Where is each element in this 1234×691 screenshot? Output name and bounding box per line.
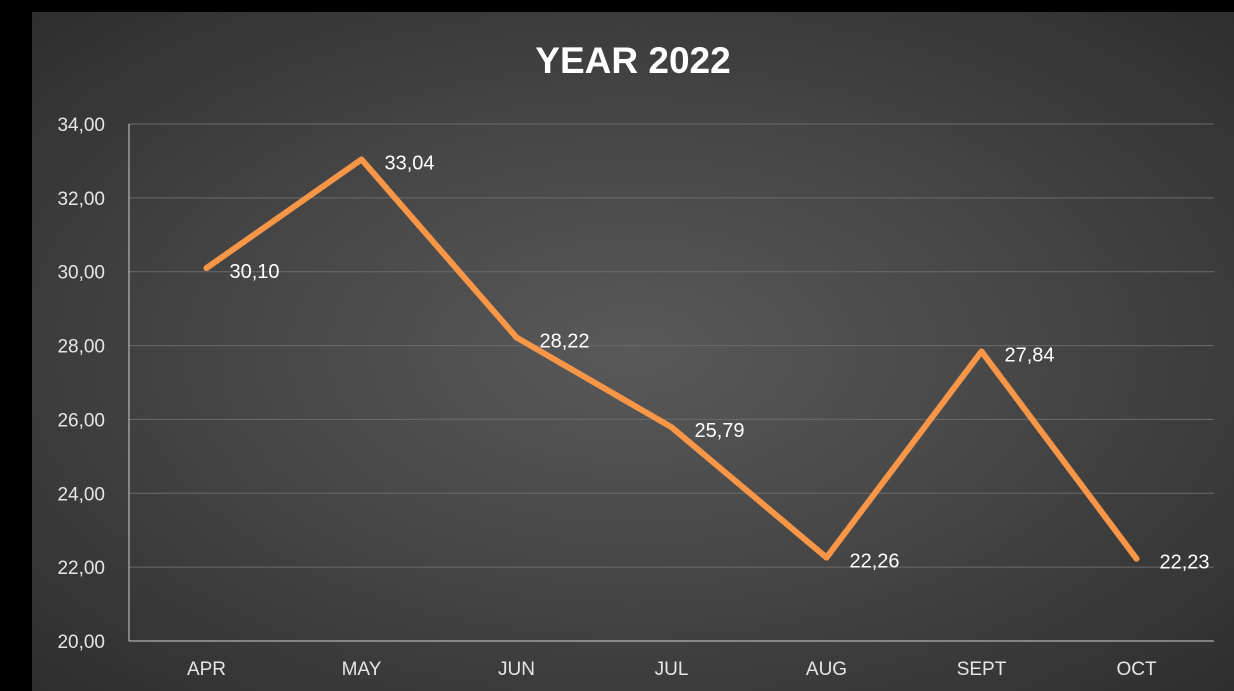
y-tick-label: 34,00 bbox=[57, 115, 105, 136]
chart-area: YEAR 2022 bbox=[32, 12, 1234, 691]
y-tick-label: 24,00 bbox=[57, 484, 105, 505]
x-tick-label: JUL bbox=[655, 659, 689, 680]
data-label: 27,84 bbox=[1005, 344, 1055, 366]
data-point bbox=[358, 156, 365, 163]
data-point bbox=[978, 348, 985, 355]
data-label: 22,23 bbox=[1160, 552, 1210, 574]
data-point bbox=[668, 424, 675, 431]
x-tick-label: SEPT bbox=[957, 659, 1007, 680]
x-tick-label: APR bbox=[187, 659, 226, 680]
data-point bbox=[203, 265, 210, 272]
data-point bbox=[823, 554, 830, 561]
x-tick-label: AUG bbox=[806, 659, 847, 680]
data-labels: 30,10 33,04 28,22 25,79 22,26 27,84 22,23 bbox=[230, 152, 1210, 573]
data-label: 33,04 bbox=[385, 152, 435, 174]
y-tick-label: 26,00 bbox=[57, 410, 105, 431]
x-tick-label: OCT bbox=[1116, 659, 1157, 680]
data-label: 25,79 bbox=[695, 420, 745, 442]
y-tick-label: 28,00 bbox=[57, 337, 105, 358]
y-tick-label: 20,00 bbox=[57, 632, 105, 653]
data-label: 28,22 bbox=[540, 330, 590, 352]
data-label: 30,10 bbox=[230, 261, 280, 283]
x-tick-label: JUN bbox=[498, 659, 535, 680]
data-label: 22,26 bbox=[850, 551, 900, 573]
series-line-path bbox=[203, 156, 1140, 562]
y-tick-label: 32,00 bbox=[57, 189, 105, 210]
chart-title: YEAR 2022 bbox=[535, 40, 731, 81]
axes: 20,00 22,00 24,00 26,00 28,00 30,00 32,00 34,00… bbox=[57, 115, 1214, 680]
data-point bbox=[513, 334, 520, 341]
series-line bbox=[203, 156, 1140, 562]
x-tick-label: MAY bbox=[342, 659, 382, 680]
y-tick-label: 22,00 bbox=[57, 558, 105, 579]
data-point bbox=[1133, 555, 1140, 562]
y-tick-label: 30,00 bbox=[57, 263, 105, 284]
